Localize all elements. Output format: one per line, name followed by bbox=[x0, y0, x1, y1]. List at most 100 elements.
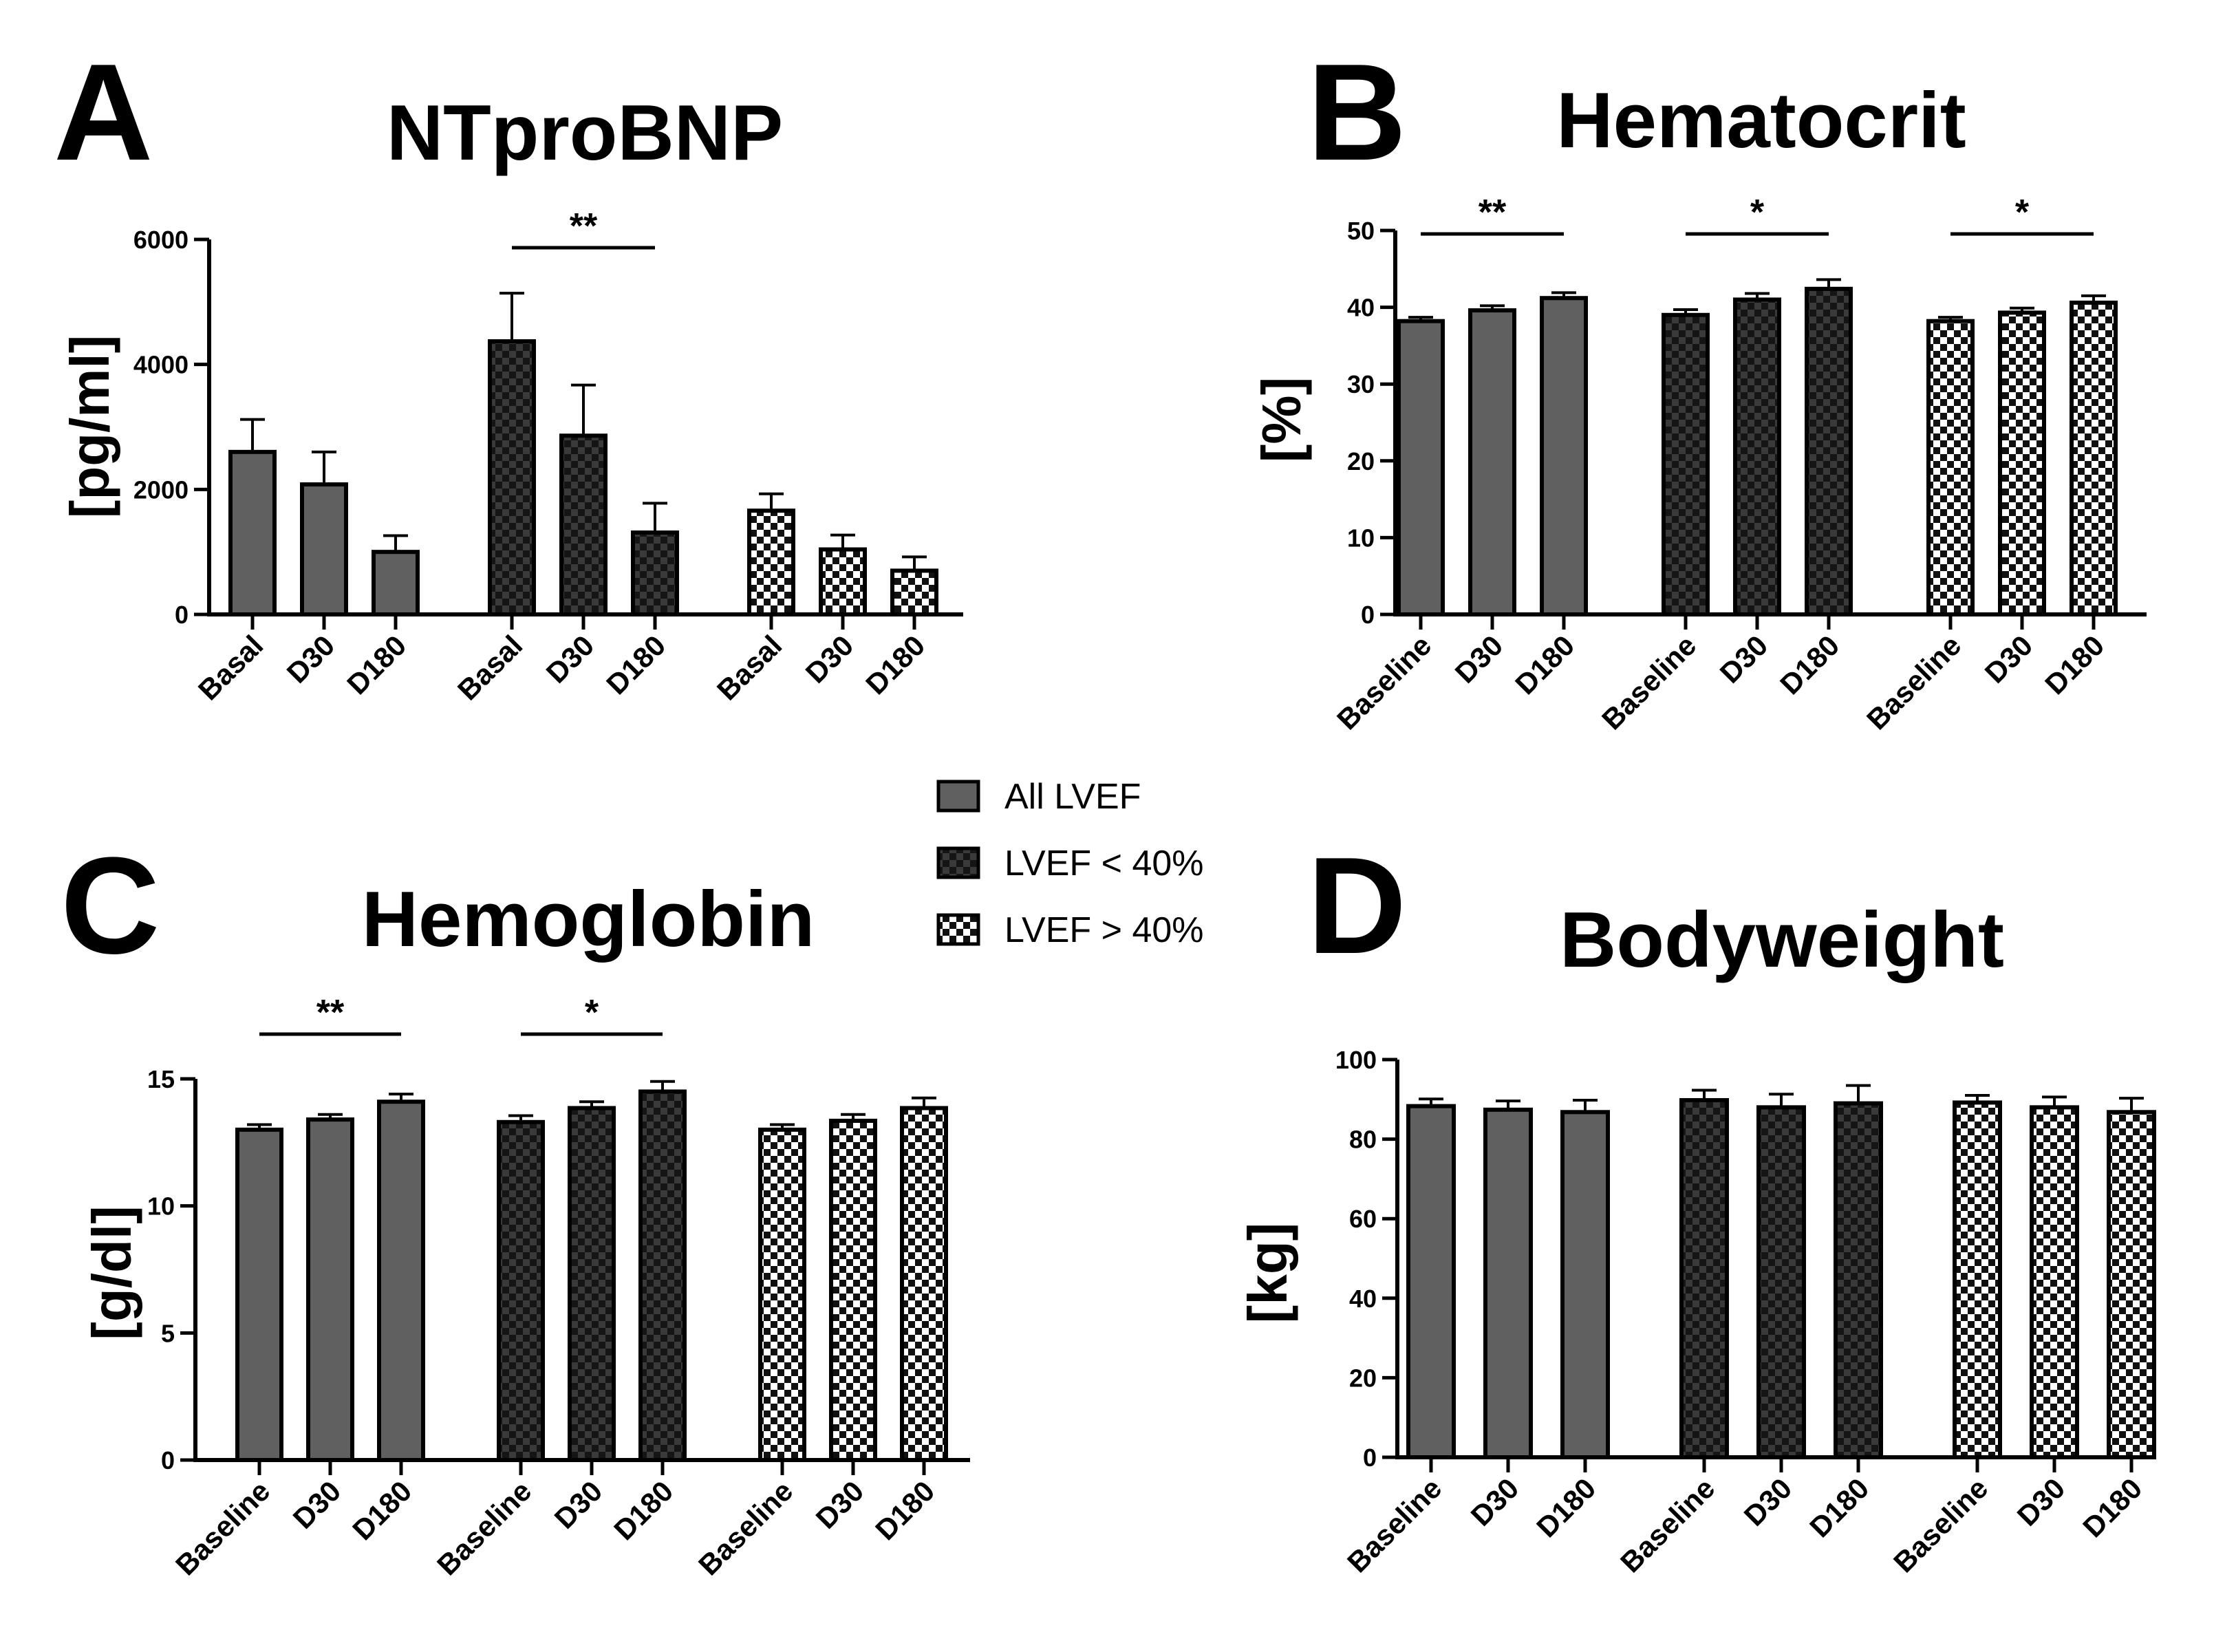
panel-c-bar-lvef-40-d180 bbox=[638, 1089, 687, 1462]
panel-a-x-tick-label: D30 bbox=[799, 629, 860, 689]
panel-b-x-tick-label: D30 bbox=[1449, 629, 1509, 689]
panel-a-significance-marker: ** bbox=[570, 206, 598, 246]
panel-d-y-tick-label: 100 bbox=[1335, 1046, 1377, 1074]
panel-c-bar-lvef-40-d30 bbox=[829, 1118, 877, 1462]
panel-d-x-tick-label: D180 bbox=[2076, 1472, 2148, 1543]
panel-d-x-tick-label: D30 bbox=[2011, 1472, 2072, 1532]
panel-c-y-tick-label: 5 bbox=[161, 1319, 175, 1347]
panel-c-y-tick-label: 10 bbox=[147, 1192, 175, 1221]
panel-c-x-tick-label: Baseline bbox=[692, 1474, 799, 1581]
panel-b-bar-lvef-40-baseline bbox=[1662, 312, 1710, 616]
panel-d-x-tick-label: D180 bbox=[1803, 1472, 1875, 1543]
panel-d-bar-all-lvef-baseline bbox=[1406, 1104, 1456, 1459]
panel-d-y-tick-label: 80 bbox=[1349, 1126, 1377, 1154]
ylabel-d: [kg] bbox=[1237, 1223, 1298, 1324]
legend-swatch-lvef-above-40 bbox=[936, 913, 980, 946]
panel-b-y-tick-label: 50 bbox=[1347, 217, 1375, 245]
panel-c-bar-lvef-40-d180 bbox=[900, 1106, 948, 1463]
panel-letter-b: B bbox=[1307, 36, 1406, 189]
panel-b-x-tick-label: D30 bbox=[1714, 629, 1774, 689]
panel-a-x-tick-label: D30 bbox=[281, 629, 341, 689]
panel-b-y-tick-label: 40 bbox=[1347, 294, 1375, 322]
panel-d-y-tick-label: 20 bbox=[1349, 1364, 1377, 1392]
panel-d-x-tick-label: Baseline bbox=[1341, 1472, 1448, 1578]
panel-c-y-tick-label: 0 bbox=[161, 1446, 175, 1474]
panel-title-a: NTproBNP bbox=[387, 89, 783, 177]
panel-d-bar-all-lvef-d30 bbox=[1483, 1107, 1533, 1459]
panel-b-significance-marker: * bbox=[2015, 193, 2030, 233]
panel-b-y-tick-label: 30 bbox=[1347, 370, 1375, 398]
panel-b-x-tick-label: Baseline bbox=[1331, 629, 1437, 736]
panel-title-c: Hemoglobin bbox=[362, 876, 815, 963]
panel-c-bar-all-lvef-baseline bbox=[235, 1127, 283, 1463]
panel-d-y-tick-label: 60 bbox=[1349, 1205, 1377, 1233]
panel-d-y-tick-label: 40 bbox=[1349, 1285, 1377, 1313]
panel-c-x-tick-label: Baseline bbox=[169, 1474, 276, 1581]
legend: All LVEF LVEF < 40% LVEF > 40% bbox=[936, 777, 1204, 950]
panel-b-bar-lvef-40-baseline bbox=[1926, 319, 1975, 616]
panel-d-bar-lvef-40-d30 bbox=[2030, 1105, 2079, 1459]
panel-a-bar-lvef-40-d30 bbox=[819, 547, 867, 616]
panel-a-y-tick-label: 0 bbox=[175, 601, 189, 629]
panel-c-x-tick-label: Baseline bbox=[431, 1474, 537, 1581]
panel-c-x-tick-label: D30 bbox=[548, 1474, 609, 1535]
panel-a-bar-all-lvef-d180 bbox=[372, 550, 420, 617]
panel-a-x-tick-label: Basal bbox=[711, 629, 788, 706]
panel-c-bar-lvef-40-baseline bbox=[497, 1119, 545, 1462]
panel-b-bar-all-lvef-d30 bbox=[1468, 308, 1516, 616]
panel-a-bar-lvef-40-d180 bbox=[631, 530, 679, 617]
panel-c-x-tick-label: D30 bbox=[810, 1474, 870, 1535]
panel-a-x-tick-label: D180 bbox=[600, 629, 671, 700]
panel-c-y-tick-label: 15 bbox=[147, 1065, 175, 1093]
panel-a-x-tick-label: Basal bbox=[451, 629, 528, 706]
panel-a-bar-all-lvef-basal bbox=[228, 449, 277, 616]
legend-label-lvef-above-40: LVEF > 40% bbox=[1004, 910, 1204, 950]
panel-b-bar-lvef-40-d30 bbox=[1733, 297, 1781, 616]
panel-c-x-tick-label: D180 bbox=[346, 1474, 418, 1546]
panel-d-bar-lvef-40-d180 bbox=[1834, 1101, 1883, 1459]
panel-b-bar-all-lvef-d180 bbox=[1540, 296, 1588, 616]
panel-d-bar-lvef-40-d180 bbox=[2107, 1110, 2156, 1460]
panel-b-bar-lvef-40-d30 bbox=[1998, 310, 2046, 616]
panel-c-bar-all-lvef-d30 bbox=[306, 1117, 354, 1463]
panel-a-x-tick-label: D180 bbox=[859, 629, 931, 700]
panel-letter-c: C bbox=[61, 829, 160, 983]
panel-b-x-tick-label: D30 bbox=[1979, 629, 2039, 689]
panel-d-bar-lvef-40-baseline bbox=[1953, 1100, 2002, 1459]
panel-b-bar-lvef-40-d180 bbox=[1805, 286, 1853, 616]
panel-c-bar-lvef-40-baseline bbox=[758, 1127, 806, 1463]
panel-d-x-tick-label: D30 bbox=[1738, 1472, 1798, 1532]
panel-b-x-tick-label: D180 bbox=[1509, 629, 1580, 700]
ylabel-b: [%] bbox=[1251, 377, 1312, 462]
panel-c-significance-marker: ** bbox=[316, 993, 345, 1033]
panel-a-y-tick-label: 4000 bbox=[133, 351, 189, 379]
panel-a-x-tick-label: D30 bbox=[540, 629, 601, 689]
panel-letter-d: D bbox=[1307, 829, 1406, 983]
legend-swatch-all-lvef bbox=[936, 780, 980, 813]
legend-swatch-lvef-below-40 bbox=[936, 846, 980, 879]
panel-b-bar-lvef-40-d180 bbox=[2070, 300, 2118, 616]
panel-b-y-tick-label: 20 bbox=[1347, 447, 1375, 475]
panel-title-b: Hematocrit bbox=[1556, 77, 1966, 164]
panel-d-x-tick-label: Baseline bbox=[1614, 1472, 1721, 1578]
panel-d-bar-all-lvef-d180 bbox=[1560, 1110, 1610, 1460]
panel-a-bar-lvef-40-d180 bbox=[890, 568, 938, 617]
panel-c-x-tick-label: D30 bbox=[287, 1474, 347, 1535]
legend-label-all-lvef: All LVEF bbox=[1004, 777, 1141, 817]
panel-c-bar-all-lvef-d180 bbox=[377, 1099, 425, 1462]
panel-a-x-tick-label: D180 bbox=[341, 629, 412, 700]
panel-b-bar-all-lvef-baseline bbox=[1397, 319, 1445, 616]
panel-b-significance-marker: ** bbox=[1479, 193, 1507, 233]
panel-title-d: Bodyweight bbox=[1560, 897, 2004, 984]
panel-a-bar-lvef-40-basal bbox=[488, 339, 536, 616]
panel-b-y-tick-label: 10 bbox=[1347, 524, 1375, 552]
panel-b-y-tick-label: 0 bbox=[1361, 601, 1375, 629]
panel-a-bar-lvef-40-d30 bbox=[559, 433, 608, 616]
panel-c-significance-marker: * bbox=[585, 993, 599, 1033]
panel-d-x-tick-label: D30 bbox=[1465, 1472, 1525, 1532]
panel-a-bar-all-lvef-d30 bbox=[300, 482, 348, 616]
